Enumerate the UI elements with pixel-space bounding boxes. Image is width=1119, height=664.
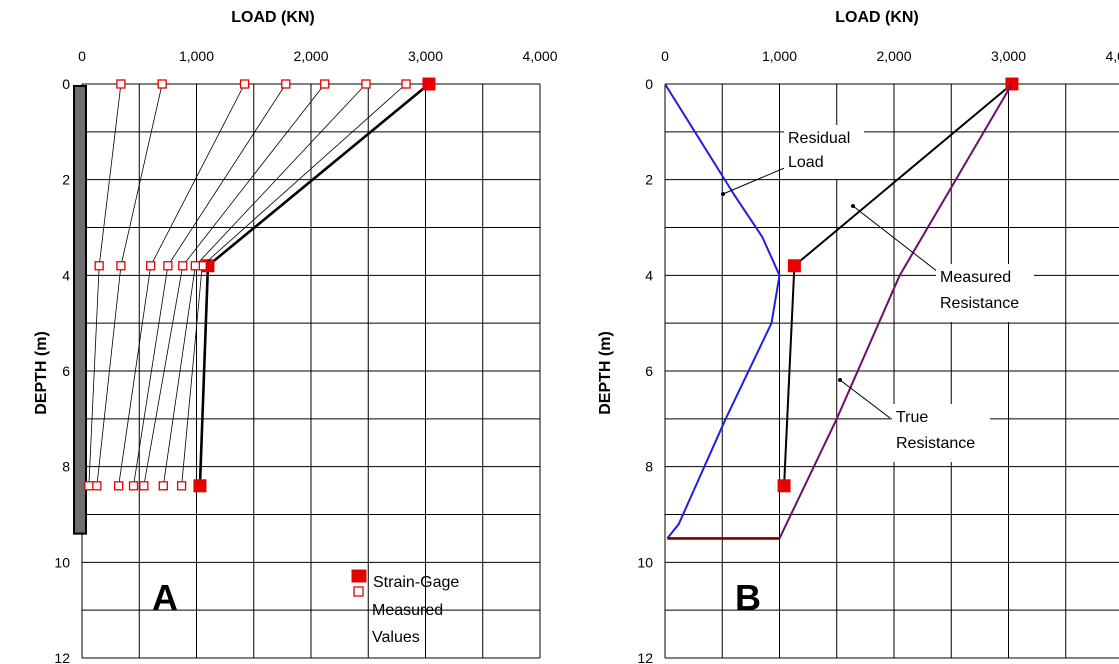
panel-b: LOAD (KN) DEPTH (m) B 0 1,000 2,000 3,000 4,… bbox=[597, 9, 1119, 664]
marker-open-square bbox=[190, 261, 201, 271]
marker-open-square bbox=[239, 79, 250, 89]
ticks-a: 0 1,000 2,000 3,000 4,000 0 2 4 6 8 10 12 bbox=[54, 48, 557, 664]
x-tick-label-b: 2,000 bbox=[876, 48, 911, 64]
y-tick-label-a: 8 bbox=[62, 459, 70, 475]
marker-open-square bbox=[139, 481, 149, 491]
annotation-residual-load-text: Residual bbox=[788, 130, 850, 147]
annotation-measured-resistance-leader-tip bbox=[851, 204, 855, 208]
legend-label-measured-values-line: Measured bbox=[372, 602, 443, 619]
x-axis-title-a: LOAD (KN) bbox=[231, 9, 315, 26]
x-tick-label-a: 4,000 bbox=[522, 48, 557, 64]
legend-marker-measured-values bbox=[353, 586, 364, 597]
series-line-series-3 bbox=[143, 83, 326, 486]
series-line-series-4 bbox=[133, 83, 287, 486]
series-line-series-6 bbox=[96, 83, 163, 486]
panel-label-b: B bbox=[735, 577, 761, 618]
marker-open-square bbox=[178, 261, 188, 271]
annotation-true-resistance-text: Resistance bbox=[896, 435, 975, 452]
y-tick-label-b: 4 bbox=[645, 267, 653, 283]
y-tick-label-b: 12 bbox=[637, 650, 653, 664]
y-tick-label-a: 6 bbox=[62, 363, 70, 379]
x-tick-label-a: 3,000 bbox=[408, 48, 443, 64]
y-tick-label-b: 8 bbox=[645, 459, 653, 475]
marker-filled-square bbox=[193, 479, 207, 493]
series-b bbox=[664, 77, 1019, 540]
x-tick-label-b: 4,000 bbox=[1105, 48, 1119, 64]
marker-open-square bbox=[401, 79, 411, 89]
marker-open-square bbox=[84, 481, 94, 491]
ticks-b: 0 1,000 2,000 3,000 4,000 0 2 4 6 8 10 12 bbox=[637, 48, 1119, 664]
annotation-true-resistance-text: True bbox=[896, 409, 928, 426]
y-tick-label-a: 12 bbox=[54, 650, 70, 664]
annotation-true-resistance-leader bbox=[839, 379, 891, 419]
series-line-series-2 bbox=[162, 83, 367, 486]
x-tick-label-b: 0 bbox=[661, 48, 669, 64]
annotation-true-resistance-leader-tip bbox=[838, 378, 842, 382]
marker-open-square bbox=[146, 261, 156, 271]
marker-filled-square bbox=[777, 479, 791, 493]
y-axis-title-b: DEPTH (m) bbox=[597, 331, 614, 415]
series-a bbox=[84, 77, 436, 493]
y-axis-title-a: DEPTH (m) bbox=[33, 331, 50, 415]
annotation-measured-resistance-text: Resistance bbox=[940, 295, 1019, 312]
grid-a bbox=[81, 83, 541, 659]
legend-label-measured-values-line: Values bbox=[372, 629, 420, 646]
x-axis-title-b: LOAD (KN) bbox=[835, 9, 919, 26]
marker-open-square bbox=[158, 481, 168, 491]
series-line-series-5 bbox=[118, 83, 245, 486]
annotation-true-resistance-bg bbox=[892, 404, 990, 462]
series-line-residual-load bbox=[664, 83, 781, 540]
y-tick-label-b: 2 bbox=[645, 172, 653, 188]
y-tick-label-b: 6 bbox=[645, 363, 653, 379]
marker-open-square bbox=[361, 79, 371, 89]
marker-filled-square bbox=[787, 259, 801, 273]
marker-open-square bbox=[116, 79, 126, 89]
y-tick-label-a: 4 bbox=[62, 267, 70, 283]
marker-open-square bbox=[157, 79, 167, 89]
y-tick-label-a: 10 bbox=[54, 554, 70, 570]
y-tick-label-b: 10 bbox=[637, 554, 653, 570]
annotations-b: Residual Load Measured Resistance True Resist… bbox=[721, 125, 1034, 462]
marker-open-square bbox=[116, 261, 126, 271]
legend-marker-strain-gage bbox=[351, 569, 367, 583]
series-line-strain-gage bbox=[198, 82, 430, 486]
series-line-true-resistance bbox=[778, 83, 1013, 539]
marker-open-square bbox=[94, 261, 104, 271]
series-line-series-7 bbox=[88, 83, 122, 486]
panel-a: LOAD (KN) DEPTH (m) A 0 1,000 2,000 3,000 4,… bbox=[33, 9, 558, 664]
marker-filled-square bbox=[422, 77, 436, 91]
annotation-residual-load-leader-tip bbox=[721, 192, 725, 196]
x-tick-label-a: 0 bbox=[78, 48, 86, 64]
extras-a bbox=[73, 85, 87, 535]
annotation-measured-resistance-text: Measured bbox=[940, 269, 1011, 286]
marker-open-square bbox=[92, 481, 102, 491]
pile-shaft bbox=[73, 85, 87, 535]
marker-open-square bbox=[320, 79, 330, 89]
annotation-residual-load-text: Load bbox=[788, 154, 824, 171]
y-tick-label-a: 0 bbox=[62, 76, 70, 92]
x-tick-label-a: 1,000 bbox=[179, 48, 214, 64]
legend: Strain-Gage Measured Values bbox=[351, 569, 459, 646]
series-line-series-1 bbox=[181, 83, 407, 486]
y-tick-label-a: 2 bbox=[62, 172, 70, 188]
x-tick-label-b: 1,000 bbox=[762, 48, 797, 64]
annotation-residual-load-bg bbox=[784, 125, 864, 179]
marker-open-square bbox=[113, 481, 124, 491]
legend-label-strain-gage: Strain-Gage bbox=[373, 574, 459, 591]
marker-open-square bbox=[176, 481, 187, 491]
y-tick-label-b: 0 bbox=[645, 76, 653, 92]
marker-open-square bbox=[281, 79, 291, 89]
marker-open-square bbox=[163, 261, 173, 271]
grid-b bbox=[664, 83, 1119, 659]
panel-label-a: A bbox=[152, 577, 178, 618]
legend-label-measured-values: Measured Values bbox=[372, 602, 443, 646]
x-tick-label-b: 3,000 bbox=[991, 48, 1026, 64]
x-tick-label-a: 2,000 bbox=[293, 48, 328, 64]
annotation-measured-resistance-leader bbox=[852, 205, 939, 273]
annotation-measured-resistance-bg bbox=[936, 264, 1034, 322]
marker-open-square bbox=[128, 481, 139, 491]
